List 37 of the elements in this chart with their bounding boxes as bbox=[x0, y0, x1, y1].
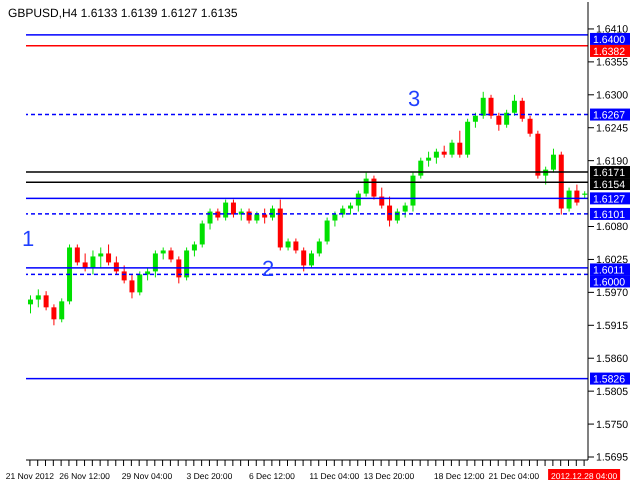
x-tick-label: 6 Dec 12:00 bbox=[248, 471, 296, 480]
x-tick-label: 13 Dec 20:00 bbox=[364, 471, 415, 480]
annotation: 3 bbox=[408, 86, 420, 112]
y-tick-label: 1.6245 bbox=[596, 122, 628, 134]
ref-line-label: 1.6267 bbox=[593, 110, 626, 122]
y-tick-label: 1.6190 bbox=[596, 155, 628, 168]
ref-line-label: 1.6400 bbox=[593, 34, 626, 46]
ref-line-label: 1.6000 bbox=[593, 276, 626, 288]
ref-line-label: 1.6127 bbox=[593, 193, 626, 206]
chart-title: GBPUSD,H4 1.6133 1.6139 1.6127 1.6135 bbox=[8, 6, 238, 20]
x-tick-label: 21 Nov 2012 bbox=[6, 471, 54, 480]
y-tick-label: 1.5750 bbox=[596, 418, 628, 431]
x-tick-label: 29 Nov 04:00 bbox=[122, 471, 173, 480]
y-tick-label: 1.6080 bbox=[596, 221, 628, 234]
x-tick-label: 3 Dec 20:00 bbox=[186, 471, 233, 480]
x-tick-label: 2012.12.28 04:00 bbox=[551, 471, 618, 480]
x-tick-label: 11 Dec 04:00 bbox=[309, 471, 360, 480]
y-tick-label: 1.6025 bbox=[596, 254, 628, 266]
y-tick-label: 1.5970 bbox=[596, 287, 628, 300]
y-tick-label: 1.5805 bbox=[596, 386, 628, 398]
ref-line-label: 1.6154 bbox=[593, 179, 626, 192]
y-tick-label: 1.6355 bbox=[596, 56, 628, 69]
ref-line-label: 1.6011 bbox=[593, 264, 624, 276]
candlestick bbox=[582, 191, 588, 198]
x-tick-label: 26 Nov 12:00 bbox=[59, 471, 110, 480]
y-tick-label: 1.5860 bbox=[596, 352, 628, 365]
ref-line-label: 1.6171 bbox=[593, 167, 626, 180]
ref-line-label: 1.6382 bbox=[593, 46, 626, 58]
ref-line-label: 1.5826 bbox=[593, 374, 626, 386]
x-tick-label: 18 Dec 12:00 bbox=[434, 471, 485, 480]
annotation: 1 bbox=[22, 226, 34, 252]
y-tick-label: 1.5915 bbox=[596, 320, 628, 332]
y-tick-label: 1.6300 bbox=[596, 90, 628, 102]
y-tick-label: 1.6410 bbox=[596, 24, 628, 36]
y-tick-label: 1.5695 bbox=[596, 452, 628, 464]
x-tick-label: 21 Dec 04:00 bbox=[488, 471, 540, 480]
ref-line-label: 1.6101 bbox=[593, 208, 626, 221]
